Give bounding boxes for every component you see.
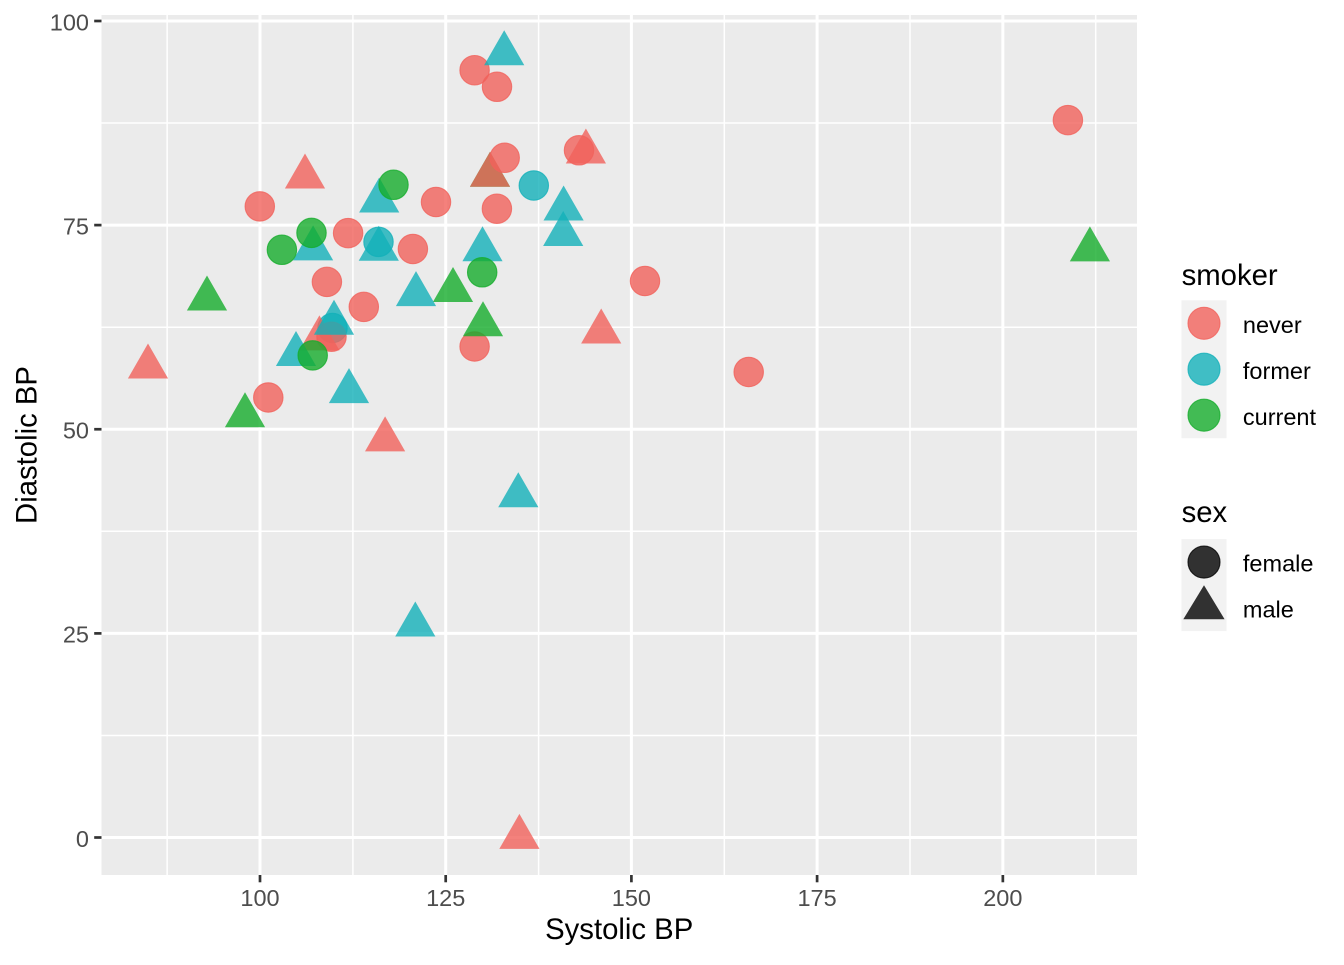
svg-text:25: 25 <box>63 622 89 648</box>
svg-text:50: 50 <box>63 418 89 444</box>
svg-text:current: current <box>1243 404 1317 430</box>
svg-text:female: female <box>1243 551 1314 577</box>
svg-text:0: 0 <box>76 826 89 852</box>
svg-text:former: former <box>1243 358 1311 384</box>
svg-text:Diastolic BP: Diastolic BP <box>11 366 44 524</box>
svg-text:75: 75 <box>63 213 89 239</box>
svg-text:125: 125 <box>426 885 465 911</box>
svg-text:175: 175 <box>797 885 836 911</box>
svg-text:sex: sex <box>1182 496 1228 529</box>
svg-text:100: 100 <box>50 9 89 35</box>
svg-text:smoker: smoker <box>1182 259 1278 292</box>
svg-text:100: 100 <box>240 885 279 911</box>
svg-text:150: 150 <box>612 885 651 911</box>
svg-text:200: 200 <box>983 885 1022 911</box>
svg-text:Systolic BP: Systolic BP <box>545 913 693 946</box>
svg-text:male: male <box>1243 597 1294 623</box>
svg-text:never: never <box>1243 312 1302 338</box>
